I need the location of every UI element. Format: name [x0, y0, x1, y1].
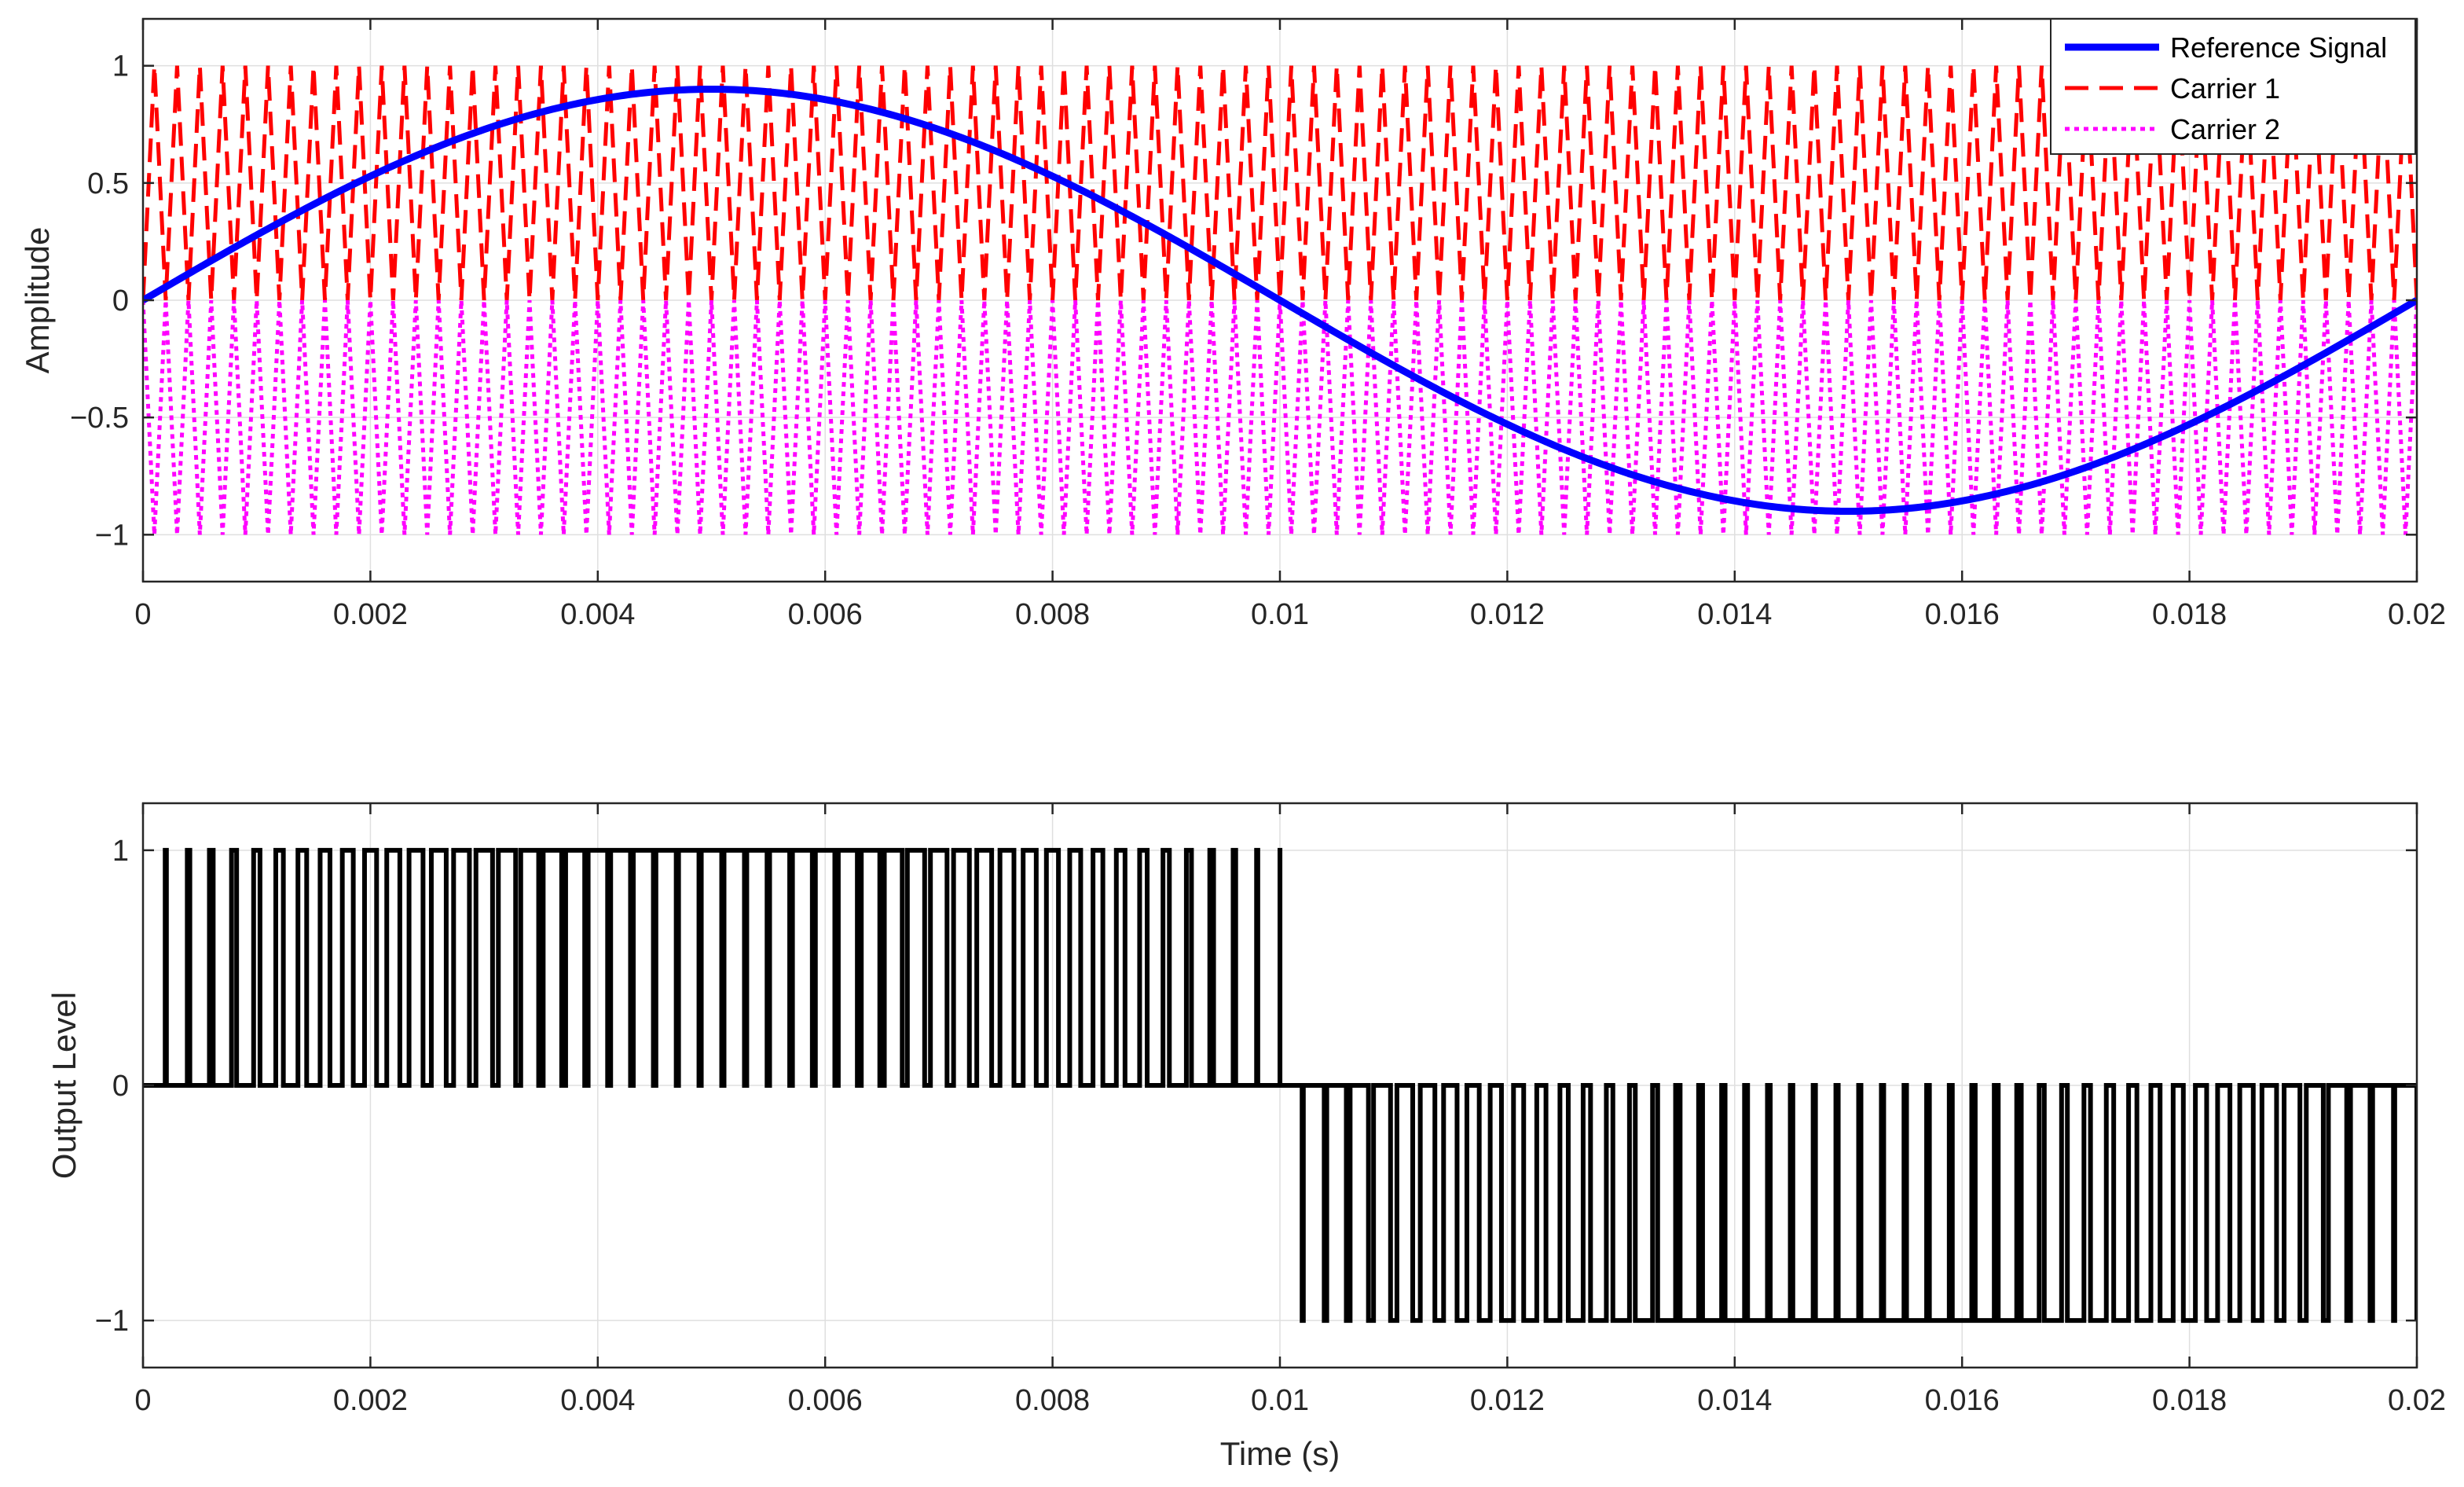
legend-label-reference-signal: Reference Signal	[2170, 31, 2387, 64]
top-x-tick-label: 0.018	[2152, 598, 2227, 631]
top-x-tick-label: 0.01	[1251, 598, 1309, 631]
top-x-tick-label: 0.006	[788, 598, 863, 631]
output-level-line	[143, 847, 2417, 1324]
top-x-tick-label: 0	[134, 598, 151, 631]
bottom-x-tick-label: 0.004	[560, 1384, 635, 1417]
carrier-comparison-panel: 0 0.002 0.004 0.006 0.008 0.01 0.012 0.014 0.016…	[19, 17, 2446, 631]
top-x-tick-label: 0.012	[1470, 598, 1545, 631]
top-y-tick-label: −1	[95, 519, 129, 552]
bottom-x-tick-label: 0.002	[333, 1384, 408, 1417]
top-y-tick-label: −0.5	[70, 402, 129, 435]
bottom-x-tick-label: 0.008	[1015, 1384, 1090, 1417]
top-x-tick-label: 0.002	[333, 598, 408, 631]
top-x-tick-label: 0.016	[1925, 598, 2000, 631]
bottom-y-tick-label: 1	[112, 835, 129, 868]
legend-label-carrier-1: Carrier 1	[2170, 72, 2280, 105]
bottom-y-tick-label: 0	[112, 1070, 129, 1103]
top-y-axis-label: Amplitude	[19, 227, 56, 374]
top-x-tick-label: 0.004	[560, 598, 635, 631]
top-y-ticks: −1 −0.5 0 0.5 1	[70, 50, 2417, 552]
carrier-1-line	[143, 65, 2417, 301]
bottom-x-tick-label: 0.018	[2152, 1384, 2227, 1417]
bottom-x-tick-label: 0.016	[1925, 1384, 2000, 1417]
bottom-x-tick-label: 0.014	[1697, 1384, 1772, 1417]
bottom-x-axis-label: Time (s)	[1220, 1435, 1340, 1472]
bottom-x-tick-label: 0	[134, 1384, 151, 1417]
reference-signal-line	[143, 86, 2417, 515]
top-y-tick-label: 0	[112, 285, 129, 318]
bottom-y-ticks: −1 0 1	[95, 835, 2417, 1338]
legend: Reference Signal Carrier 1 Carrier 2	[2050, 18, 2416, 155]
top-x-tick-label: 0.02	[2388, 598, 2446, 631]
bottom-x-tick-label: 0.012	[1470, 1384, 1545, 1417]
bottom-x-ticks: 0 0.002 0.004 0.006 0.008 0.01 0.012 0.014 0.016…	[134, 803, 2446, 1417]
output-level-panel: 0 0.002 0.004 0.006 0.008 0.01 0.012 0.014 0.016…	[46, 802, 2446, 1472]
bottom-y-axis-label: Output Level	[46, 992, 82, 1179]
bottom-x-tick-label: 0.01	[1251, 1384, 1309, 1417]
top-x-ticks: 0 0.002 0.004 0.006 0.008 0.01 0.012 0.014 0.016…	[134, 19, 2446, 631]
legend-label-carrier-2: Carrier 2	[2170, 113, 2280, 145]
top-x-tick-label: 0.008	[1015, 598, 1090, 631]
bottom-x-tick-label: 0.006	[788, 1384, 863, 1417]
top-x-tick-label: 0.014	[1697, 598, 1772, 631]
top-y-tick-label: 1	[112, 50, 129, 83]
top-y-tick-label: 0.5	[87, 167, 129, 200]
bottom-y-tick-label: −1	[95, 1305, 129, 1338]
bottom-x-tick-label: 0.02	[2388, 1384, 2446, 1417]
